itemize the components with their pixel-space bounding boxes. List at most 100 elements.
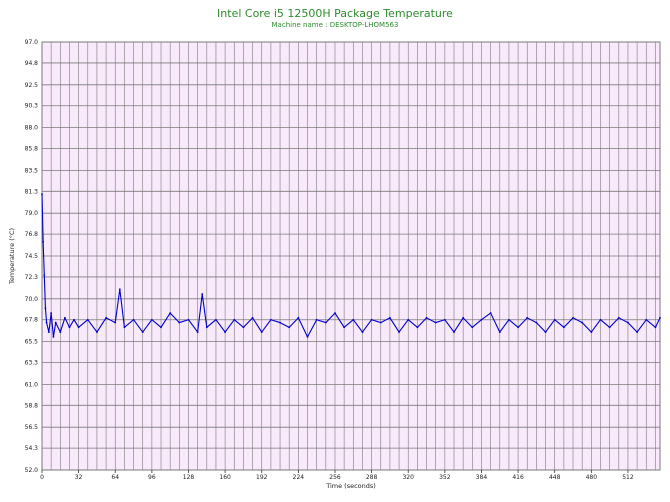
series-point-0-16	[105, 316, 107, 319]
y-tick-label-3: 58.8	[25, 402, 39, 409]
series-point-0-29	[205, 326, 208, 329]
series-point-0-51	[407, 318, 410, 321]
x-tick-label-4: 128	[183, 474, 195, 481]
series-point-0-67	[553, 318, 556, 321]
series-point-0-64	[526, 316, 529, 319]
x-tick-label-15: 480	[586, 474, 598, 481]
series-point-0-73	[608, 326, 611, 329]
y-tick-label-17: 90.3	[25, 103, 39, 110]
series-point-0-2	[43, 274, 46, 276]
series-point-0-40	[306, 335, 309, 338]
x-tick-label-0: 0	[40, 474, 44, 481]
y-tick-label-20: 97.0	[25, 39, 39, 46]
series-point-0-35	[260, 331, 263, 333]
series-point-0-14	[86, 318, 89, 321]
y-tick-label-1: 54.3	[25, 445, 39, 452]
grid-lines	[41, 41, 660, 471]
x-tick-label-3: 96	[148, 474, 156, 481]
x-tick-label-6: 192	[256, 474, 268, 481]
x-tick-label-12: 384	[476, 474, 488, 481]
series-point-0-52	[416, 326, 419, 329]
series-point-0-63	[517, 326, 519, 329]
y-axis-label: Temperature (°C)	[8, 228, 16, 285]
series-point-0-20	[132, 318, 135, 321]
series-point-0-12	[73, 318, 75, 321]
series-point-0-15	[96, 331, 98, 333]
y-tick-label-10: 74.5	[25, 253, 39, 260]
series-point-0-77	[645, 318, 648, 321]
series-point-0-50	[398, 331, 400, 333]
series-point-0-39	[297, 316, 300, 319]
series-point-0-65	[535, 321, 538, 324]
series-point-0-8	[54, 321, 57, 324]
series-layer	[41, 193, 661, 338]
series-point-0-53	[425, 316, 428, 319]
series-point-0-47	[370, 318, 373, 321]
series-point-0-78	[654, 326, 657, 329]
y-tick-label-0: 52.0	[25, 467, 39, 474]
y-tick-label-13: 81.3	[25, 188, 39, 195]
series-point-0-44	[343, 326, 346, 329]
y-tick-label-4: 61.0	[25, 381, 39, 388]
tick-labels: 52.0 54.3 56.5 58.8 61.0 63.3 65.5 67.8 70.0 72.3…	[25, 39, 634, 481]
series-point-0-5	[47, 331, 50, 333]
series-point-0-10	[63, 316, 66, 319]
series-point-0-30	[215, 318, 217, 321]
series-point-0-37	[279, 321, 281, 324]
series-point-0-36	[269, 318, 272, 321]
series-point-0-34	[251, 316, 254, 319]
series-point-0-4	[45, 321, 48, 324]
series-point-0-19	[123, 326, 126, 329]
y-tick-label-5: 63.3	[25, 360, 39, 367]
y-tick-label-11: 76.8	[25, 231, 39, 238]
y-tick-label-15: 85.8	[25, 146, 39, 153]
x-tick-label-10: 320	[402, 474, 414, 481]
y-tick-label-7: 67.8	[25, 317, 39, 324]
series-point-0-60	[489, 312, 492, 314]
series-point-0-7	[52, 335, 55, 338]
series-point-0-31	[224, 331, 227, 333]
series-point-0-61	[498, 331, 501, 333]
y-tick-label-2: 56.5	[25, 424, 39, 431]
x-tick-label-2: 64	[111, 474, 119, 481]
series-point-0-25	[178, 321, 181, 324]
chart-subtitle: Machine name : DESKTOP-LHOM563	[272, 21, 399, 29]
series-point-0-74	[617, 316, 620, 319]
x-tick-label-5: 160	[219, 474, 231, 481]
series-point-0-38	[288, 326, 291, 329]
x-tick-label-16: 512	[622, 474, 634, 481]
chart-title: Intel Core i5 12500H Package Temperature	[217, 7, 453, 20]
series-point-0-68	[562, 326, 565, 329]
series-point-0-49	[389, 316, 391, 319]
series-point-0-41	[315, 318, 318, 321]
x-tick-label-11: 352	[439, 474, 451, 481]
y-tick-label-12: 79.0	[25, 210, 39, 217]
series-point-0-66	[544, 331, 547, 333]
x-tick-label-13: 416	[512, 474, 524, 481]
x-tick-label-7: 224	[293, 474, 305, 481]
series-point-0-56	[453, 331, 455, 333]
series-point-0-48	[379, 321, 382, 324]
series-point-0-17	[114, 321, 117, 324]
series-point-0-26	[187, 318, 190, 321]
series-point-0-13	[77, 326, 80, 329]
series-point-0-9	[59, 331, 62, 333]
series-point-0-28	[201, 293, 204, 295]
x-axis-label: Time (seconds)	[325, 482, 376, 490]
series-point-0-54	[434, 321, 437, 324]
series-point-0-24	[169, 312, 172, 314]
series-point-0-21	[141, 331, 144, 333]
x-tick-label-8: 256	[329, 474, 341, 481]
series-point-0-32	[233, 318, 236, 321]
x-tick-label-1: 32	[75, 474, 83, 481]
series-point-0-69	[572, 316, 574, 319]
series-point-0-1	[42, 240, 45, 243]
series-point-0-59	[480, 318, 483, 321]
series-point-0-22	[150, 318, 153, 321]
x-tick-label-14: 448	[549, 474, 561, 481]
series-point-0-6	[50, 312, 53, 314]
x-tick-label-9: 288	[366, 474, 378, 481]
series-point-0-58	[471, 326, 474, 329]
series-point-0-27	[196, 331, 199, 333]
